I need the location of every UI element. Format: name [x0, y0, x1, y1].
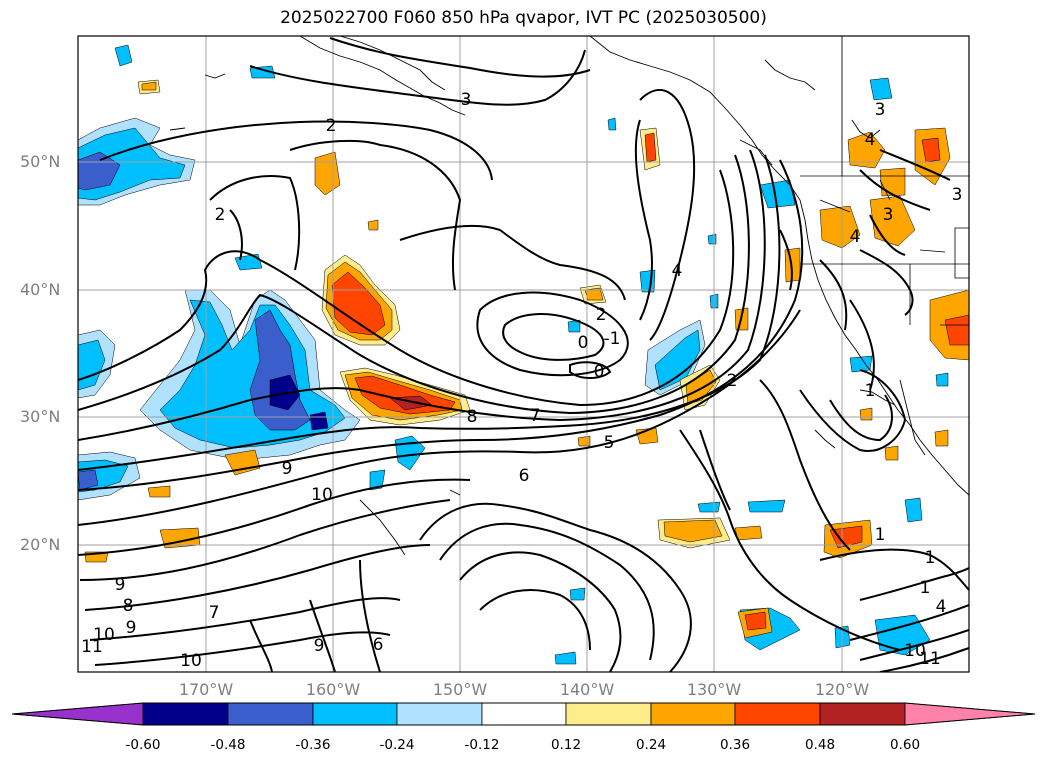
colorbar-bin: [650, 702, 736, 726]
colorbar-tick-label: -0.60: [125, 737, 161, 753]
lon-label-170w: 170°W: [178, 680, 234, 699]
contour-label: 3: [952, 185, 963, 205]
contour-label: 10: [904, 641, 926, 661]
plot-frame: [77, 35, 970, 673]
contour-label: 3: [875, 100, 886, 120]
ivt-contours: [78, 37, 969, 672]
colorbar-bin: [396, 702, 483, 726]
colorbar-tick-label: -0.12: [464, 737, 500, 753]
colorbar-bin: [481, 702, 567, 726]
lat-label-50n: 50°N: [20, 152, 61, 171]
contour-label: 4: [672, 261, 683, 281]
positive-anomaly-shading: [84, 79, 969, 639]
contour-label: 9: [314, 636, 325, 656]
colorbar-tick-label: 0.12: [550, 737, 582, 753]
contour-label: 7: [209, 603, 220, 623]
colorbar-bin: [819, 702, 906, 726]
contour-label: 4: [865, 130, 876, 150]
map-title: 2025022700 F060 850 hPa qvapor, IVT PC (…: [280, 8, 767, 28]
contour-label: 6: [373, 635, 384, 655]
contour-label: 2: [727, 371, 738, 391]
lon-label-150w: 150°W: [432, 680, 488, 699]
contour-label: 5: [604, 433, 615, 453]
contour-label: 2: [215, 205, 226, 225]
contour-labels: 3 2 2 4 2 -1 0 0 8 7 6 5 9 10 9 8 10 11 …: [81, 90, 962, 671]
contour-label: 8: [123, 596, 134, 616]
contour-label: 0: [594, 362, 605, 382]
contour-label: 10: [180, 651, 202, 671]
contour-label: 3: [883, 205, 894, 225]
colorbar-extend-high: [904, 702, 1036, 726]
contour-label: 4: [936, 597, 947, 617]
contour-label: 2: [326, 116, 337, 136]
contour-label: 9: [282, 459, 293, 479]
contour-label: 9: [115, 575, 126, 595]
contour-label: -1: [604, 329, 621, 349]
colorbar-tick-label: 0.36: [719, 737, 751, 753]
contour-label: 10: [311, 485, 333, 505]
contour-label: 10: [93, 625, 115, 645]
colorbar-bin: [565, 702, 652, 726]
contour-label: 1: [925, 548, 936, 568]
colorbar-extend-low: [11, 702, 144, 726]
colorbar-tick-label: -0.48: [210, 737, 246, 753]
lon-label-120w: 120°W: [814, 680, 870, 699]
contour-label: 0: [578, 333, 589, 353]
colorbar: [11, 702, 1036, 726]
colorbar-tick-label: 0.24: [635, 737, 667, 753]
lon-label-140w: 140°W: [559, 680, 615, 699]
contour-label: 9: [126, 618, 137, 638]
lat-label-40n: 40°N: [20, 280, 61, 299]
contour-label: 1: [865, 381, 876, 401]
contour-label: 11: [81, 637, 103, 657]
colorbar-tick-label: -0.36: [295, 737, 331, 753]
lat-label-20n: 20°N: [20, 535, 61, 554]
colorbar-bin: [142, 702, 229, 726]
lon-label-160w: 160°W: [305, 680, 361, 699]
colorbar-bin: [734, 702, 821, 726]
contour-label: 1: [875, 525, 886, 545]
colorbar-tick-label: 0.48: [804, 737, 836, 753]
contour-label: 6: [519, 466, 530, 486]
contour-label: 2: [596, 305, 607, 325]
lon-label-130w: 130°W: [686, 680, 742, 699]
colorbar-tick-label: 0.60: [889, 737, 921, 753]
contour-label: 11: [919, 649, 941, 669]
contour-label: 7: [530, 406, 541, 426]
lat-label-30n: 30°N: [20, 407, 61, 426]
contour-label: 4: [850, 227, 861, 247]
colorbar-tick-label: -0.24: [379, 737, 415, 753]
contour-label: 1: [920, 578, 931, 598]
contour-label: 8: [467, 407, 478, 427]
colorbar-frame: [11, 702, 1036, 726]
colorbar-bin: [312, 702, 398, 726]
colorbar-bin: [227, 702, 314, 726]
contour-label: 3: [461, 90, 472, 110]
